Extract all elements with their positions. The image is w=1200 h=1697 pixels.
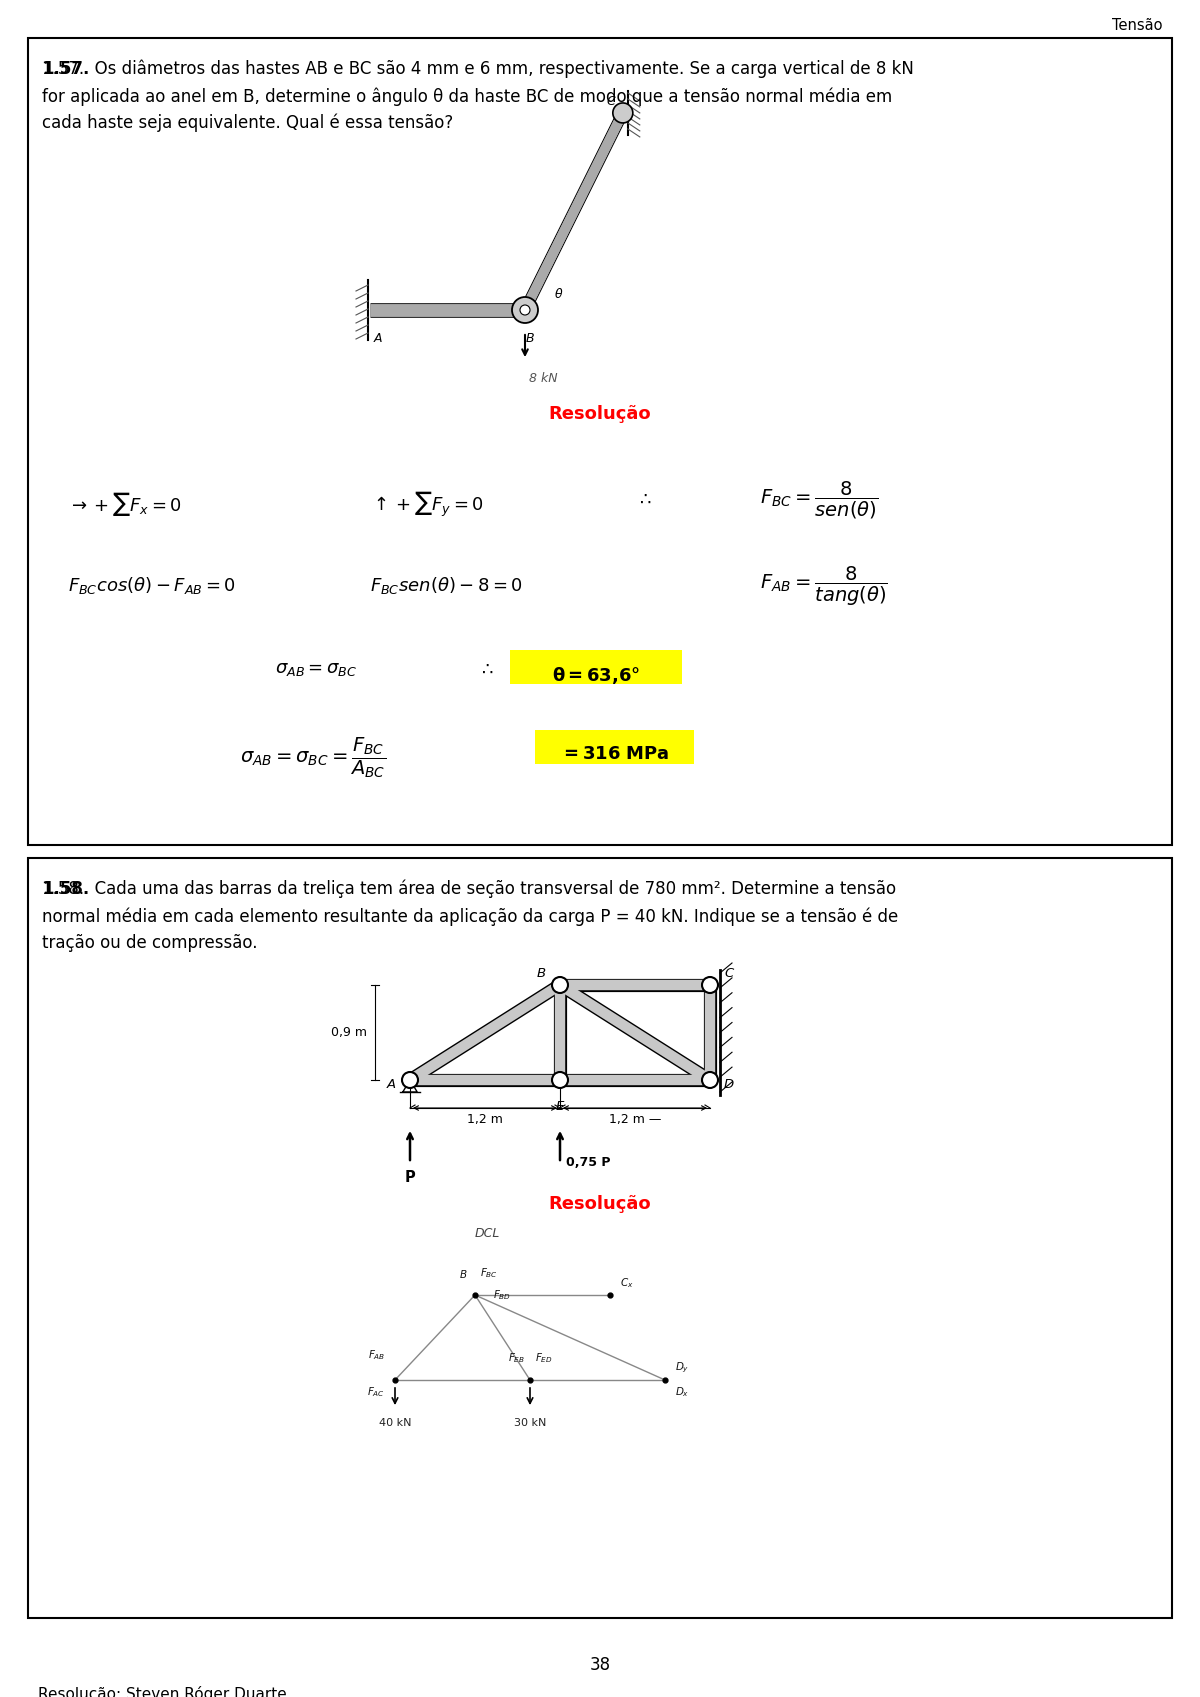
- Text: Tensão: Tensão: [1111, 19, 1162, 32]
- Text: Resolução: Resolução: [548, 406, 652, 423]
- Text: 1,2 m: 1,2 m: [467, 1113, 503, 1127]
- Text: 38: 38: [589, 1656, 611, 1673]
- Text: $D_x$: $D_x$: [674, 1385, 689, 1398]
- Circle shape: [613, 104, 632, 122]
- Text: 1.57.  Os diâmetros das hastes AB e BC são 4 mm e 6 mm, respectivamente. Se a ca: 1.57. Os diâmetros das hastes AB e BC sã…: [42, 59, 914, 78]
- Text: B: B: [536, 967, 546, 979]
- Text: cada haste seja equivalente. Qual é essa tensão?: cada haste seja equivalente. Qual é essa…: [42, 114, 454, 132]
- Text: 1.58.: 1.58.: [42, 881, 89, 898]
- Bar: [28, 859, 1172, 1617]
- Text: P: P: [404, 1169, 415, 1185]
- Text: A: A: [386, 1079, 396, 1091]
- Circle shape: [552, 1073, 568, 1088]
- Text: 30 kN: 30 kN: [514, 1419, 546, 1427]
- Text: C: C: [724, 967, 733, 979]
- Text: 1.58.  Cada uma das barras da treliça tem área de seção transversal de 780 mm². : 1.58. Cada uma das barras da treliça tem…: [42, 881, 896, 898]
- Circle shape: [702, 1073, 718, 1088]
- Bar: [28, 37, 1172, 845]
- Text: normal média em cada elemento resultante da aplicação da carga P = 40 kN. Indiqu: normal média em cada elemento resultante…: [42, 906, 899, 925]
- Text: C: C: [606, 95, 616, 109]
- Circle shape: [402, 1073, 418, 1088]
- Text: D: D: [724, 1079, 734, 1091]
- Text: $F_{BC} = \dfrac{8}{sen(\theta)}$: $F_{BC} = \dfrac{8}{sen(\theta)}$: [760, 480, 878, 521]
- Text: 1.57.: 1.57.: [42, 59, 89, 78]
- Text: 0,75 P: 0,75 P: [566, 1156, 611, 1169]
- Text: for aplicada ao anel em B, determine o ângulo θ da haste BC de modo que a tensão: for aplicada ao anel em B, determine o â…: [42, 87, 893, 105]
- Circle shape: [512, 297, 538, 322]
- Text: $D_y$: $D_y$: [674, 1361, 689, 1375]
- Text: $\mathbf{\theta = 63{,}6°}$: $\mathbf{\theta = 63{,}6°}$: [552, 665, 640, 686]
- Text: B: B: [526, 333, 534, 344]
- Text: A: A: [373, 333, 383, 344]
- Text: $F_{BC}$: $F_{BC}$: [480, 1266, 498, 1280]
- Text: $F_{AB}$: $F_{AB}$: [367, 1347, 385, 1363]
- Text: Resolução: Resolução: [548, 1195, 652, 1213]
- FancyBboxPatch shape: [535, 730, 694, 764]
- Text: 8 kN: 8 kN: [529, 372, 558, 385]
- FancyBboxPatch shape: [510, 650, 682, 684]
- Text: $F_{BD}$: $F_{BD}$: [493, 1288, 511, 1302]
- Circle shape: [520, 305, 530, 316]
- Text: $F_{BC}cos(\theta) - F_{AB} = 0$: $F_{BC}cos(\theta) - F_{AB} = 0$: [68, 575, 236, 596]
- Text: $F_{EB}$: $F_{EB}$: [508, 1351, 526, 1364]
- Text: θ: θ: [554, 288, 563, 302]
- Text: $F_{BC}sen(\theta) - 8 = 0$: $F_{BC}sen(\theta) - 8 = 0$: [370, 575, 523, 596]
- Text: 40 kN: 40 kN: [379, 1419, 412, 1427]
- Text: $F_{ED}$: $F_{ED}$: [535, 1351, 553, 1364]
- Text: $\therefore$: $\therefore$: [478, 660, 494, 679]
- Text: E: E: [556, 1100, 564, 1113]
- Text: 0,9 m: 0,9 m: [331, 1027, 367, 1039]
- Text: $F_{AC}$: $F_{AC}$: [367, 1385, 385, 1398]
- Circle shape: [552, 977, 568, 993]
- Circle shape: [702, 977, 718, 993]
- Text: $F_{AB} = \dfrac{8}{tang(\theta)}$: $F_{AB} = \dfrac{8}{tang(\theta)}$: [760, 565, 888, 608]
- Text: $C_x$: $C_x$: [620, 1276, 634, 1290]
- Text: $\sigma_{AB} = \sigma_{BC} = \dfrac{F_{BC}}{A_{BC}}$: $\sigma_{AB} = \sigma_{BC} = \dfrac{F_{B…: [240, 735, 386, 779]
- Text: $\rightarrow +\sum F_x = 0$: $\rightarrow +\sum F_x = 0$: [68, 490, 182, 518]
- Text: Resolução: Steven Róger Duarte: Resolução: Steven Róger Duarte: [38, 1687, 287, 1697]
- Text: tração ou de compressão.: tração ou de compressão.: [42, 933, 258, 952]
- Text: $\uparrow +\sum F_y = 0$: $\uparrow +\sum F_y = 0$: [370, 490, 484, 519]
- Text: 1,2 m —: 1,2 m —: [608, 1113, 661, 1127]
- Text: DCL: DCL: [474, 1227, 499, 1241]
- Text: $B$: $B$: [458, 1268, 467, 1280]
- Text: $\sigma_{AB} = \sigma_{BC}$: $\sigma_{AB} = \sigma_{BC}$: [275, 660, 358, 679]
- Text: $\mathbf{= 316\ MPa}$: $\mathbf{= 316\ MPa}$: [560, 745, 670, 764]
- Text: $\therefore$: $\therefore$: [636, 490, 652, 507]
